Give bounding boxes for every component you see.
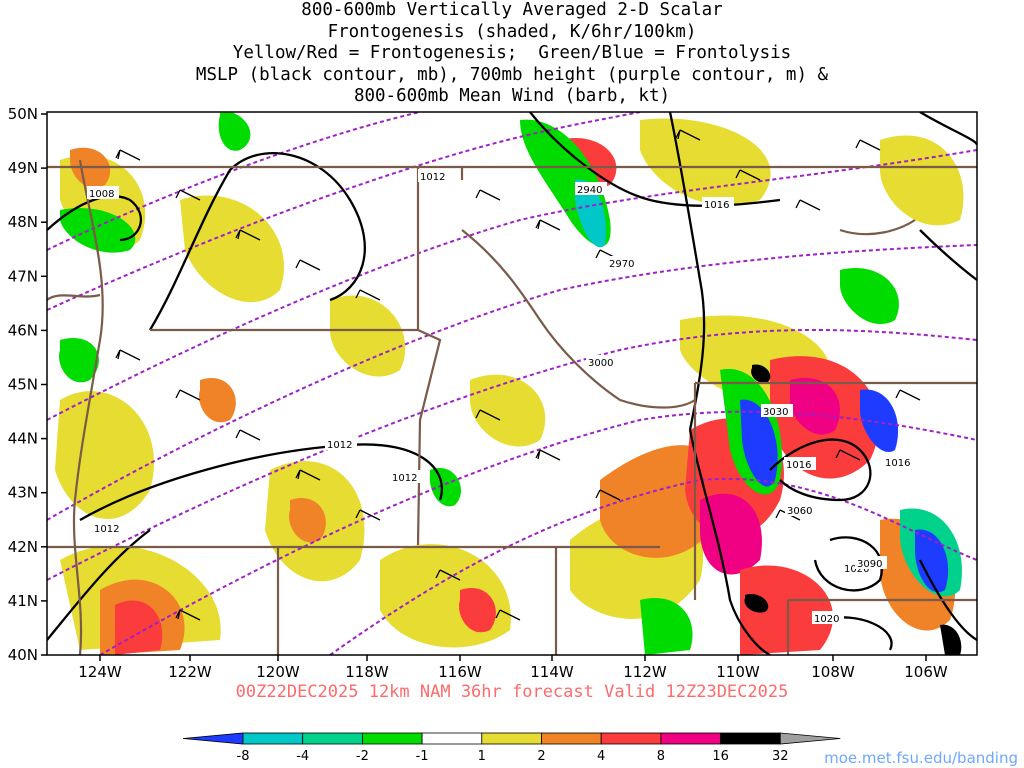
lon-tick-label: 114W	[530, 663, 574, 681]
height-label-1: 2940	[577, 185, 602, 196]
lat-tick-label: 40N	[8, 646, 38, 664]
lon-tick-label: 120W	[256, 663, 300, 681]
height-label-2: 2970	[609, 259, 634, 270]
lat-tick-label: 50N	[8, 105, 38, 123]
title-line-2: Frontogenesis (shaded, K/6hr/100km)	[327, 21, 697, 42]
lat-tick-label: 49N	[8, 159, 38, 177]
height-label-4: 3030	[763, 407, 788, 418]
mslp-label-4: 1012	[327, 440, 352, 451]
lat-tick-label: 43N	[8, 484, 38, 502]
latitude-axis: 50N 49N 48N 47N 46N 45N 44N 43N 42N 41N 40N	[8, 105, 47, 664]
lon-tick-label: 112W	[623, 663, 667, 681]
colorbar-segment	[720, 732, 781, 745]
lat-tick-label: 42N	[8, 538, 38, 556]
lat-tick-label: 47N	[8, 267, 38, 285]
colorbar-segment	[242, 732, 304, 745]
colorbar-segment	[421, 732, 483, 745]
lat-tick-label: 46N	[8, 321, 38, 339]
colorbar-segment	[361, 732, 423, 745]
state-borders	[46, 159, 977, 656]
lat-tick-label: 48N	[8, 213, 38, 231]
forecast-valid-text: 00Z22DEC2025 12km NAM 36hr forecast Vali…	[235, 682, 789, 702]
mslp-label-10: 1012	[392, 473, 417, 484]
longitude-axis: 124W 122W 120W 118W 116W 114W 112W 110W 108W 106W	[78, 655, 948, 681]
title-line-4: MSLP (black contour, mb), 700mb height (…	[195, 64, 829, 85]
lon-tick-label: 106W	[904, 663, 948, 681]
mslp-label-5: 1012	[94, 524, 119, 535]
lon-tick-label: 124W	[78, 663, 122, 681]
colorbar-label: 1	[478, 749, 486, 764]
lon-tick-label: 108W	[811, 663, 855, 681]
lat-tick-label: 41N	[8, 592, 38, 610]
colorbar-segment	[541, 732, 602, 745]
title-line-1: 800-600mb Vertically Averaged 2-D Scalar	[301, 0, 723, 20]
mslp-label-7: 1016	[885, 458, 910, 469]
colorbar: -8 -4 -2 -1 1 2 4 8 16 32	[182, 732, 841, 764]
colorbar-segment	[302, 732, 363, 745]
title-line-5: 800-600mb Mean Wind (barb, kt)	[353, 86, 671, 106]
mslp-label-3: 1016	[704, 200, 729, 211]
colorbar-label: 32	[772, 749, 789, 764]
lat-tick-label: 45N	[8, 376, 38, 394]
colorbar-label: -2	[356, 749, 369, 764]
contour-labels: 1008 1012 1016 1012 1012 1016 1016 1020 …	[87, 169, 915, 625]
title-line-3: Yellow/Red = Frontogenesis; Green/Blue =…	[232, 43, 792, 63]
height-label-3: 3000	[588, 358, 613, 369]
colorbar-segment	[600, 732, 662, 745]
height-label-5: 3060	[787, 506, 812, 517]
colorbar-label: 8	[657, 749, 665, 764]
lon-tick-label: 118W	[345, 663, 389, 681]
mslp-label-8: 1020	[844, 564, 869, 575]
mslp-label-6: 1016	[786, 460, 811, 471]
height-label-6: 3090	[857, 559, 882, 570]
colorbar-label: -1	[416, 749, 429, 764]
mslp-label-1: 1008	[89, 189, 114, 200]
lon-tick-label: 116W	[438, 663, 482, 681]
lon-tick-label: 110W	[716, 663, 760, 681]
mslp-label-2: 1012	[420, 172, 445, 183]
mslp-label-9: 1020	[814, 614, 839, 625]
frontogenesis-shading	[55, 112, 964, 655]
colorbar-label: 2	[537, 749, 545, 764]
credit-link[interactable]: moe.met.fsu.edu/banding	[824, 749, 1018, 767]
map-title: 800-600mb Vertically Averaged 2-D Scalar…	[0, 0, 1024, 108]
plot-frame	[46, 111, 978, 656]
colorbar-segment	[660, 732, 722, 745]
lon-tick-label: 122W	[168, 663, 212, 681]
colorbar-low-arrow	[182, 732, 244, 745]
colorbar-label: 4	[597, 749, 605, 764]
colorbar-segment	[481, 732, 542, 745]
colorbar-label: -8	[237, 749, 250, 764]
colorbar-high-arrow	[779, 732, 841, 745]
colorbar-label: -4	[296, 749, 309, 764]
colorbar-label: 16	[712, 749, 729, 764]
lat-tick-label: 44N	[8, 430, 38, 448]
